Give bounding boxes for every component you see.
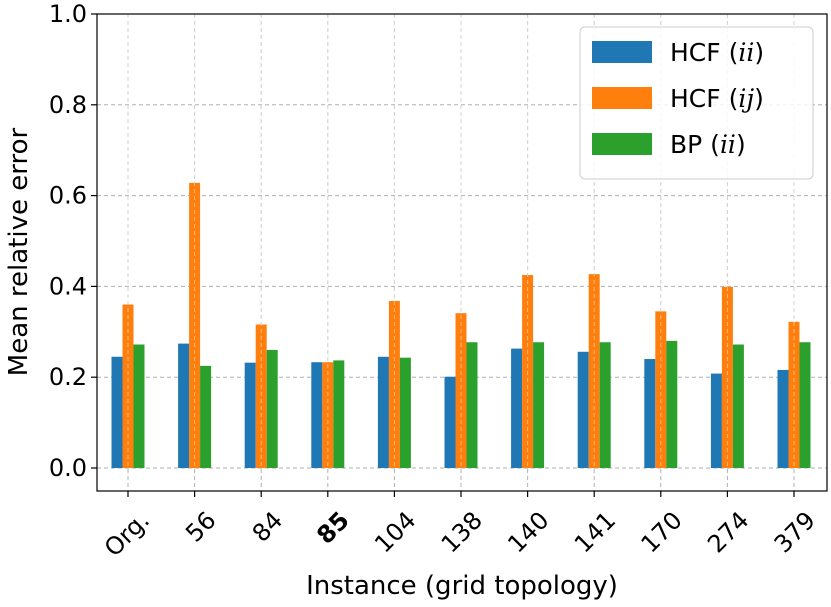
legend-swatch xyxy=(592,41,652,63)
bar xyxy=(122,304,134,468)
x-tick-label: 56 xyxy=(180,506,221,547)
bar xyxy=(511,348,523,468)
bar xyxy=(732,344,744,468)
bar xyxy=(577,351,589,468)
y-tick-label: 0.8 xyxy=(49,91,87,119)
bar xyxy=(599,342,611,468)
bars xyxy=(111,14,811,468)
y-tick-label: 0.2 xyxy=(49,363,87,391)
legend-label: HCF (ij) xyxy=(670,84,764,113)
y-tick-label: 1.0 xyxy=(49,0,87,28)
bar xyxy=(710,373,722,468)
x-tick-label: 274 xyxy=(702,506,754,558)
bar xyxy=(311,362,323,468)
x-tick-label: 104 xyxy=(369,506,421,558)
bar xyxy=(777,369,789,468)
legend-swatch xyxy=(592,87,652,109)
y-tick-label: 0.6 xyxy=(49,182,87,210)
legend-label: BP (ii) xyxy=(670,130,746,159)
bar xyxy=(178,343,190,468)
bar xyxy=(444,376,456,468)
bar xyxy=(721,286,733,468)
bar xyxy=(788,321,800,468)
bar xyxy=(333,360,345,468)
legend: HCF (ii) HCF (ij) BP (ii) xyxy=(579,26,814,180)
y-axis-ticks: 0.0 0.2 0.4 0.6 0.8 1.0 xyxy=(49,0,97,482)
plot-frame xyxy=(96,13,828,492)
y-tick-label: 0.0 xyxy=(49,454,87,482)
x-axis-label: Instance (grid topology) xyxy=(306,571,618,601)
bar xyxy=(200,365,212,468)
bar xyxy=(266,349,278,468)
x-tick-label: 170 xyxy=(636,506,688,558)
bar xyxy=(388,300,400,468)
x-axis-ticks: Org. 56 84 85 104 138 140 141 170 274 379 xyxy=(99,491,821,562)
bar xyxy=(522,275,534,468)
bar xyxy=(655,311,667,468)
bar xyxy=(799,342,811,468)
y-tick-label: 0.4 xyxy=(49,272,87,300)
bar xyxy=(644,359,656,468)
bar xyxy=(666,340,678,468)
bar xyxy=(533,342,545,468)
bar xyxy=(322,362,334,468)
bar xyxy=(455,313,467,468)
y-axis-label: Mean relative error xyxy=(4,128,34,377)
x-tick-label: Org. xyxy=(99,506,155,562)
x-tick-label: 140 xyxy=(502,506,554,558)
x-tick-label: 141 xyxy=(569,506,621,558)
bar xyxy=(244,362,256,468)
bar xyxy=(189,182,201,468)
x-tick-label: 138 xyxy=(436,506,488,558)
legend-label: HCF (ii) xyxy=(670,38,764,67)
bar xyxy=(466,342,478,468)
x-tick-label: 85 xyxy=(311,506,354,549)
bar xyxy=(111,356,123,468)
legend-swatch xyxy=(592,133,652,155)
bar xyxy=(399,357,411,468)
x-tick-label: 84 xyxy=(247,506,288,547)
bar xyxy=(377,356,389,468)
bar xyxy=(255,324,267,468)
x-tick-label: 379 xyxy=(769,506,821,558)
bar xyxy=(133,344,145,468)
bar xyxy=(588,274,600,468)
